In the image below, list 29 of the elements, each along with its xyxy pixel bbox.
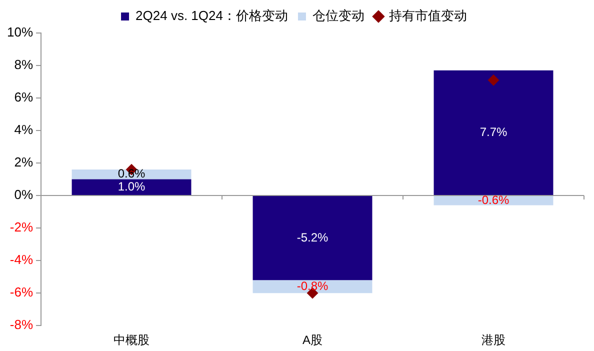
data-label: -0.6%	[478, 192, 510, 207]
bar	[434, 196, 554, 206]
x-tick-label: 港股	[482, 333, 506, 348]
data-label: 1.0%	[118, 179, 146, 194]
bar	[252, 280, 372, 294]
data-label: 7.7%	[480, 125, 508, 140]
data-label: 0.6%	[118, 166, 146, 181]
legend-label: 持有市值变动	[388, 8, 467, 24]
bar	[72, 179, 192, 196]
data-label: -0.8%	[296, 278, 329, 293]
data-label: -5.2%	[296, 230, 329, 244]
x-tick-label: A股	[302, 333, 323, 348]
y-tick-label: -2%	[10, 220, 34, 235]
bar	[252, 196, 372, 280]
bar	[434, 70, 554, 196]
legend-label: 2Q24 vs. 1Q24：价格变动	[136, 8, 288, 24]
y-tick-label: -8%	[10, 317, 34, 332]
y-tick-label: 0%	[14, 187, 34, 202]
y-tick-label: 6%	[14, 90, 34, 105]
point	[488, 74, 500, 86]
y-tick-label: 4%	[14, 122, 34, 138]
y-tick-label: 2%	[14, 154, 34, 170]
legend-label: 仓位变动	[312, 8, 364, 24]
bar	[72, 170, 192, 180]
y-tick-label: 10%	[6, 24, 34, 40]
x-tick-label: 中概股	[114, 333, 150, 348]
y-tick-label: 8%	[14, 57, 34, 72]
y-tick-label: -4%	[10, 252, 34, 268]
y-tick-label: -6%	[10, 284, 34, 300]
